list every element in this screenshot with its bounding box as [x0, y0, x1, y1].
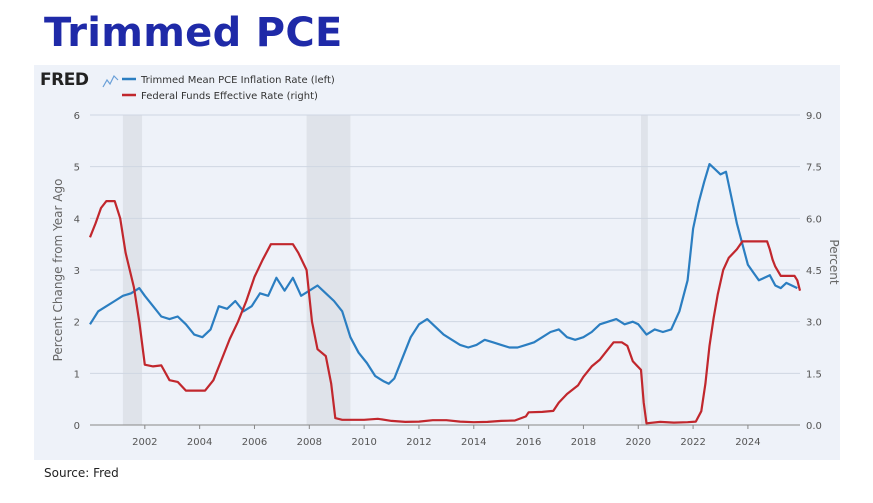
- right-tick-label: 7.5: [806, 163, 822, 174]
- legend-label: Federal Funds Effective Rate (right): [141, 91, 318, 102]
- x-tick-label: 2004: [187, 437, 212, 448]
- x-tick-label: 2012: [406, 437, 431, 448]
- grid-lines: [90, 114, 800, 426]
- left-tick-label: 4: [74, 214, 80, 225]
- axes: 0 1 2 3 4 5 6 0.0 1.5 3.0 4.5 6.0 7.5 9.0 2002 2004 2006…: [51, 111, 841, 448]
- x-tick-label: 2014: [461, 437, 486, 448]
- x-tick-label: 2020: [626, 437, 651, 448]
- x-tick-label: 2006: [242, 437, 267, 448]
- x-tick-label: 2018: [571, 437, 596, 448]
- x-tick-label: 2022: [680, 437, 705, 448]
- right-axis-label: Percent: [827, 239, 841, 284]
- fred-sparkline-icon: [102, 74, 119, 88]
- right-tick-label: 6.0: [806, 214, 822, 225]
- trimmed-pce-line: [89, 163, 798, 385]
- left-tick-label: 6: [74, 111, 80, 122]
- x-tick-label: 2016: [516, 437, 541, 448]
- slide-title: Trimmed PCE: [44, 10, 343, 56]
- chart-panel: [34, 65, 840, 460]
- x-tick-label: 2008: [297, 437, 322, 448]
- left-tick-label: 5: [74, 163, 80, 174]
- left-tick-label: 2: [74, 318, 80, 329]
- legend-label: Trimmed Mean PCE Inflation Rate (left): [140, 75, 335, 86]
- left-tick-label: 0: [74, 421, 80, 432]
- series-lines: [88, 163, 802, 425]
- right-tick-label: 0.0: [806, 421, 822, 432]
- right-tick-label: 3.0: [806, 318, 822, 329]
- left-tick-label: 3: [74, 266, 80, 277]
- left-axis-label: Percent Change from Year Ago: [51, 179, 65, 362]
- x-tick-label: 2024: [735, 437, 760, 448]
- x-tick-label: 2002: [132, 437, 157, 448]
- left-tick-label: 1: [74, 369, 80, 380]
- right-tick-label: 4.5: [806, 266, 822, 277]
- right-tick-label: 1.5: [806, 369, 822, 380]
- source-note: Source: Fred: [44, 466, 119, 480]
- fed-funds-line: [88, 200, 802, 425]
- right-tick-label: 9.0: [806, 111, 822, 122]
- x-tick-label: 2010: [351, 437, 376, 448]
- fred-logo: FRED: [40, 70, 89, 90]
- chart-legend: Trimmed Mean PCE Inflation Rate (left) Fe…: [122, 75, 335, 102]
- fred-logo-text: FRED: [40, 70, 89, 90]
